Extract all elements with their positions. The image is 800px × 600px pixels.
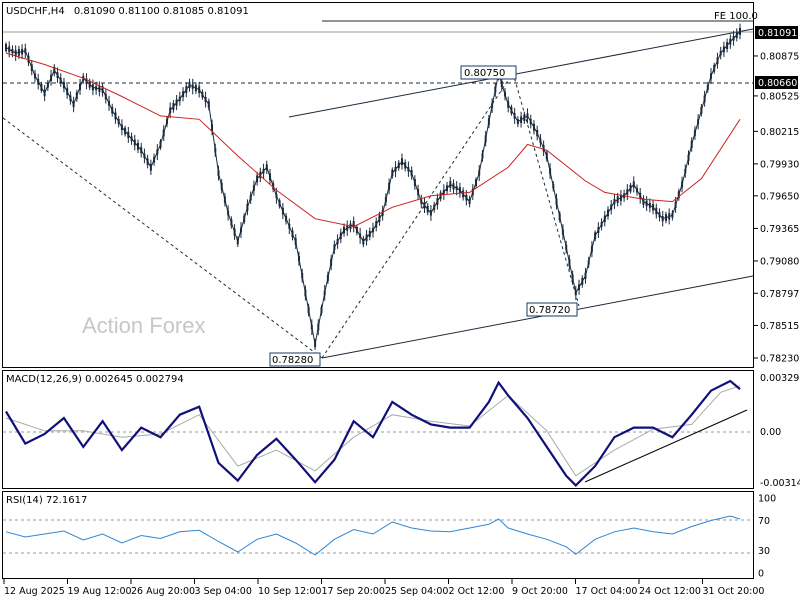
channel-upper-line (288, 28, 754, 118)
symbol-timeframe: USDCHF,H4 (6, 6, 65, 17)
price-tick-label: 0.80525 (760, 91, 799, 102)
macd-line (5, 379, 741, 487)
price-tick-label: 0.79930 (760, 159, 799, 170)
level-price-tag: 0.80660 (755, 76, 798, 89)
rally-projection-line (321, 72, 514, 359)
price-tick-label: 0.78797 (760, 289, 799, 300)
trend-lines (2, 20, 754, 359)
x-tick-label: 25 Sep 04:00 (385, 586, 448, 597)
macd-tick-label: -0.003142 (760, 478, 800, 489)
chart-title: USDCHF,H4 0.81090 0.81100 0.81085 0.8109… (6, 6, 249, 17)
macd-pane-frame (2, 370, 754, 489)
level-price-label: 0.80660 (758, 78, 797, 89)
rsi-pane-frame (2, 491, 754, 579)
rsi-tick-label: 30 (758, 546, 770, 557)
x-tick-label: 10 Sep 12:00 (258, 586, 321, 597)
decline-projection-line (2, 117, 323, 359)
rsi-line (5, 515, 741, 556)
channel-lower-line (321, 275, 754, 359)
pullback-projection-line (512, 72, 580, 307)
high-1-annotation: 0.80750 (460, 65, 517, 80)
rsi-title: RSI(14) 72.1617 (6, 495, 87, 506)
fe-label: FE 100.0 (714, 11, 758, 22)
rsi-tick-label: 0 (758, 569, 764, 580)
price-tick-label: 0.79650 (760, 191, 799, 202)
x-tick-label: 24 Oct 12:00 (639, 586, 701, 597)
price-tick-label: 0.78515 (760, 321, 799, 332)
x-tick-label: 26 Aug 20:00 (131, 586, 195, 597)
rsi-axis-ticks: 100 70 30 0 (758, 494, 776, 580)
x-tick-label: 12 Aug 2025 (4, 586, 65, 597)
price-pane-frame (2, 2, 754, 368)
price-tick-label: 0.80875 (760, 52, 799, 63)
x-tick-label: 2 Oct 12:00 (449, 586, 505, 597)
current-price-label: 0.81091 (758, 28, 797, 39)
watermark: Action Forex (82, 313, 206, 338)
x-tick-label: 17 Oct 04:00 (576, 586, 638, 597)
x-tick-label: 9 Oct 20:00 (512, 586, 568, 597)
candles (5, 23, 741, 350)
high-1-label: 0.80750 (464, 68, 505, 79)
low-1-annotation: 0.78280 (269, 352, 321, 367)
macd-axis-ticks: 0.003293 0.00 -0.003142 (760, 373, 800, 489)
price-path (5, 31, 741, 345)
price-tick-label: 0.79080 (760, 256, 799, 267)
x-tick-label: 3 Sep 04:00 (195, 586, 252, 597)
low-2-annotation: 0.78720 (526, 302, 578, 317)
x-tick-label: 19 Aug 12:00 (68, 586, 132, 597)
x-axis-ticks: 12 Aug 2025 19 Aug 12:00 26 Aug 20:00 3 Sep… (3, 579, 765, 597)
x-tick-label: 17 Sep 20:00 (322, 586, 385, 597)
rsi-tick-label: 70 (758, 516, 770, 527)
price-axis-ticks: 0.80875 0.80525 0.80215 0.79930 0.79650 0.793… (753, 52, 799, 365)
moving-average-line (5, 52, 741, 228)
x-tick-label: 31 Oct 20:00 (703, 586, 765, 597)
rsi-tick-label: 100 (758, 494, 776, 505)
price-tick-label: 0.78230 (760, 354, 799, 365)
price-tick-label: 0.79365 (760, 224, 799, 235)
macd-trend-line (584, 409, 748, 483)
low-1-label: 0.78280 (272, 355, 313, 366)
low-2-label: 0.78720 (529, 305, 570, 316)
macd-title: MACD(12,26,9) 0.002645 0.002794 (6, 374, 184, 385)
ohlc-values: 0.81090 0.81100 0.81085 0.81091 (74, 6, 249, 17)
macd-tick-label: 0.00 (760, 427, 781, 438)
price-tick-label: 0.80215 (760, 127, 799, 138)
macd-tick-label: 0.003293 (760, 373, 800, 384)
current-price-tag: 0.81091 (755, 26, 798, 39)
